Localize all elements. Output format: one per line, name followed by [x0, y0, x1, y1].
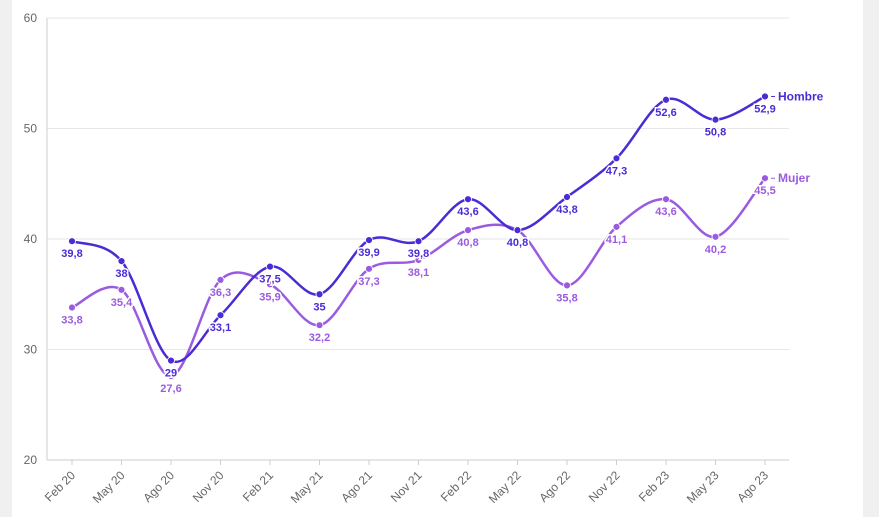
x-tick-label: Nov 21	[388, 468, 425, 505]
y-tick-label: 30	[24, 343, 38, 357]
y-tick-label: 60	[24, 11, 38, 25]
point-mujer[interactable]	[68, 303, 76, 312]
point-hombre[interactable]	[414, 237, 423, 246]
data-label-mujer: 40,2	[705, 244, 726, 256]
legend: Hombre Mujer	[771, 89, 824, 185]
data-label-hombre: 39,9	[358, 247, 379, 259]
point-hombre[interactable]	[365, 236, 373, 245]
x-tick-label: Feb 22	[438, 468, 475, 505]
point-hombre[interactable]	[315, 290, 324, 299]
x-tick-label: Ago 21	[338, 468, 375, 505]
point-mujer[interactable]	[464, 226, 472, 235]
data-label-mujer: 27,6	[160, 383, 181, 395]
x-axis: Feb 20 May 20 Ago 20 Nov 20 Feb 21 May 21 Ago …	[42, 460, 771, 506]
data-label-hombre: 43,6	[457, 206, 478, 218]
x-tick-label: May 20	[90, 468, 128, 506]
series-lines	[71, 95, 766, 378]
point-hombre[interactable]	[662, 95, 670, 104]
data-label-hombre: 33,1	[210, 322, 231, 334]
x-tick-label: Nov 22	[586, 468, 623, 505]
data-label-mujer: 35,9	[259, 291, 280, 303]
data-labels: 33,8 35,4 27,6 36,3 35,9 32,2 37,3 38,1 40,8 35,8…	[60, 102, 777, 397]
x-tick-label: Feb 20	[42, 468, 79, 505]
point-mujer[interactable]	[216, 275, 225, 284]
data-label-hombre: 38	[115, 268, 127, 280]
point-hombre[interactable]	[117, 257, 126, 266]
data-label-mujer: 43,6	[655, 206, 676, 218]
y-tick-label: 40	[24, 232, 38, 246]
point-hombre[interactable]	[513, 226, 522, 235]
data-label-hombre: 35	[313, 301, 325, 313]
point-mujer[interactable]	[315, 321, 324, 330]
x-tick-label: May 21	[288, 468, 326, 506]
point-mujer[interactable]	[761, 174, 769, 183]
data-label-hombre: 43,8	[556, 204, 577, 216]
x-tick-label: May 22	[486, 468, 524, 506]
point-hombre[interactable]	[563, 193, 571, 201]
point-mujer[interactable]	[167, 372, 175, 380]
x-tick-label: Ago 23	[734, 468, 771, 505]
data-label-hombre: 39,8	[408, 248, 429, 260]
y-axis: 20 30 40 50 60	[24, 11, 48, 467]
point-hombre[interactable]	[464, 195, 472, 204]
x-tick-label: Feb 21	[240, 468, 277, 505]
data-label-hombre: 47,3	[606, 165, 627, 177]
data-label-mujer: 35,4	[111, 297, 133, 309]
point-hombre[interactable]	[266, 262, 274, 271]
data-label-hombre: 40,8	[507, 237, 528, 249]
data-label-hombre: 39,8	[61, 248, 82, 260]
data-label-hombre: 37,5	[259, 274, 280, 286]
point-hombre[interactable]	[167, 356, 175, 365]
data-label-mujer: 32,2	[309, 332, 330, 344]
data-label-mujer: 37,3	[358, 276, 379, 288]
data-label-hombre: 29	[165, 368, 177, 380]
point-mujer[interactable]	[662, 195, 670, 204]
point-mujer[interactable]	[414, 256, 423, 264]
point-mujer[interactable]	[266, 280, 274, 289]
chart-panel	[12, 0, 863, 517]
data-label-mujer: 40,8	[457, 237, 478, 249]
point-hombre[interactable]	[761, 92, 769, 101]
data-label-mujer: 38,1	[408, 267, 429, 279]
data-label-mujer: 36,3	[210, 287, 231, 299]
data-label-mujer: 45,5	[754, 185, 775, 197]
point-mujer[interactable]	[711, 232, 720, 241]
data-label-hombre: 52,9	[754, 103, 775, 115]
x-tick-label: Nov 20	[190, 468, 227, 505]
y-tick-label: 20	[24, 453, 38, 467]
data-label-mujer: 41,1	[606, 234, 627, 246]
point-hombre[interactable]	[216, 311, 225, 320]
x-tick-label: May 23	[684, 468, 722, 506]
data-label-mujer: 33,8	[61, 315, 82, 327]
point-hombre[interactable]	[711, 115, 720, 124]
point-mujer[interactable]	[612, 222, 621, 231]
x-tick-label: Feb 23	[636, 468, 673, 505]
point-hombre[interactable]	[68, 237, 76, 246]
point-hombre[interactable]	[612, 154, 621, 163]
series-points	[68, 92, 769, 380]
point-mujer[interactable]	[365, 264, 373, 273]
x-tick-label: Ago 20	[140, 468, 177, 505]
series-line-hombre	[71, 95, 766, 364]
point-mujer[interactable]	[117, 285, 126, 294]
legend-label-mujer: Mujer	[778, 171, 810, 185]
legend-label-hombre: Hombre	[778, 89, 824, 103]
x-tick-label: Ago 22	[536, 468, 573, 505]
point-mujer[interactable]	[563, 281, 571, 290]
data-label-mujer: 35,8	[556, 292, 577, 304]
y-tick-label: 50	[24, 122, 38, 136]
data-label-hombre: 50,8	[705, 127, 726, 139]
data-label-hombre: 52,6	[655, 107, 676, 119]
